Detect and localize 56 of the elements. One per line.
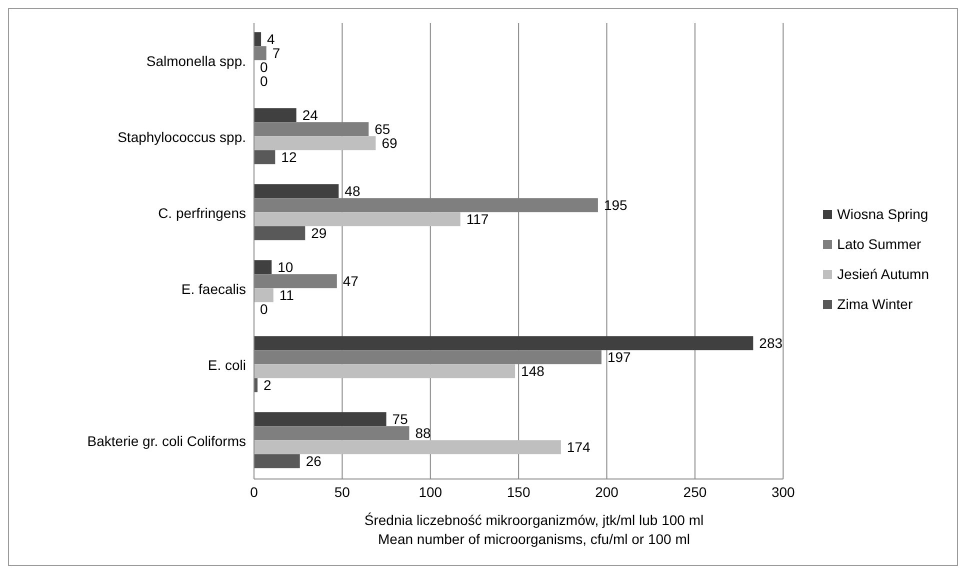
data-label: 0 bbox=[260, 73, 268, 90]
x-tick-label: 200 bbox=[595, 484, 619, 500]
data-label: 283 bbox=[759, 335, 783, 352]
x-tick-label: 0 bbox=[250, 484, 258, 500]
data-label: 47 bbox=[342, 273, 359, 290]
data-label: 24 bbox=[302, 107, 318, 124]
data-label: 197 bbox=[607, 349, 632, 366]
y-tick-label: E. coli bbox=[208, 356, 246, 373]
bar bbox=[254, 212, 460, 226]
y-tick-label: C. perfringens bbox=[158, 204, 246, 221]
bar bbox=[254, 440, 561, 454]
x-tick-label: 100 bbox=[418, 484, 442, 500]
legend-label: Wiosna Spring bbox=[837, 205, 928, 224]
data-label: 0 bbox=[260, 301, 268, 318]
bar bbox=[254, 260, 272, 274]
data-label: 148 bbox=[521, 363, 545, 380]
data-label: 48 bbox=[344, 183, 360, 200]
data-label: 69 bbox=[382, 135, 398, 152]
legend-label: Jesień Autumn bbox=[837, 265, 929, 284]
bar bbox=[254, 108, 296, 122]
data-label: 75 bbox=[392, 411, 408, 428]
data-label: 11 bbox=[279, 287, 294, 304]
y-tick-label: Staphylococcus spp. bbox=[118, 128, 246, 145]
bar bbox=[254, 364, 516, 378]
data-label: 174 bbox=[566, 439, 590, 456]
data-label: 7 bbox=[272, 45, 280, 62]
bar bbox=[254, 454, 300, 468]
bar bbox=[254, 412, 386, 426]
data-label: 195 bbox=[604, 197, 628, 214]
y-tick-label: Bakterie gr. coli Coliforms bbox=[87, 432, 246, 449]
bar bbox=[254, 150, 276, 164]
data-label: 26 bbox=[306, 453, 322, 470]
x-tick-label: 300 bbox=[771, 484, 796, 500]
bar bbox=[254, 136, 376, 150]
data-label: 29 bbox=[311, 225, 327, 242]
legend-label: Zima Winter bbox=[837, 295, 913, 314]
bar bbox=[254, 32, 262, 46]
x-tick-label: 50 bbox=[334, 484, 350, 500]
bar bbox=[254, 288, 274, 302]
bar bbox=[254, 226, 306, 240]
data-label: 88 bbox=[415, 425, 432, 442]
x-tick-label: 150 bbox=[506, 484, 530, 500]
data-label: 2 bbox=[264, 377, 272, 394]
data-label: 10 bbox=[278, 259, 294, 276]
bar bbox=[254, 336, 754, 350]
data-label: 4 bbox=[267, 31, 276, 48]
y-tick-label: Salmonella spp. bbox=[146, 52, 246, 69]
x-axis-title: Średnia liczebność mikroorganizmów, jtk/ml lub 100 ml Mean number of microorganisms, cfu/ml or 100 ml bbox=[363, 511, 705, 549]
data-label: 65 bbox=[374, 121, 390, 138]
x-tick-label: 250 bbox=[683, 484, 707, 500]
data-label: 12 bbox=[281, 149, 297, 166]
y-tick-label: E. faecalis bbox=[181, 280, 246, 297]
bar bbox=[254, 184, 339, 198]
legend-label: Lato Summer bbox=[837, 235, 922, 254]
data-label: 0 bbox=[260, 59, 268, 76]
data-label: 117 bbox=[466, 211, 489, 228]
